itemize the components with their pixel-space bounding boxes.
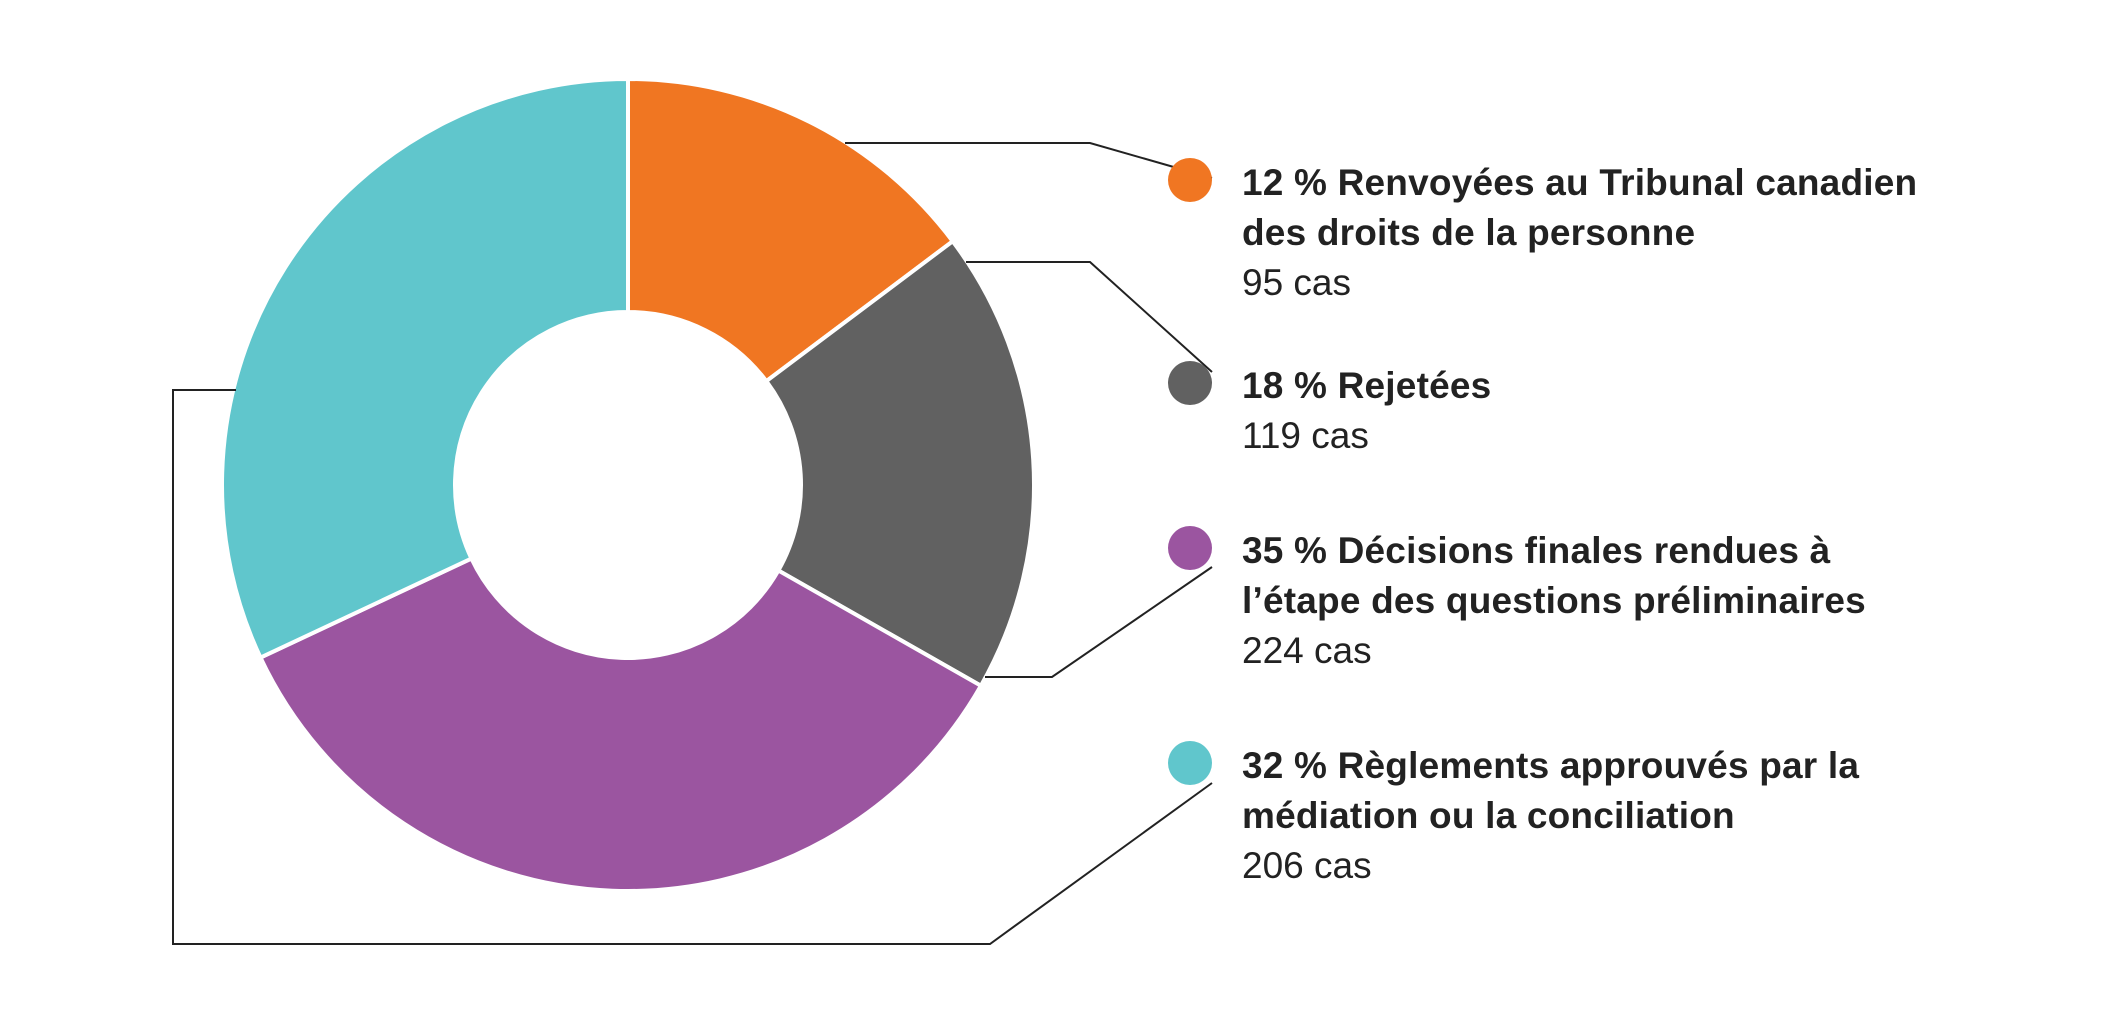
legend-label-settlements: 32 % Règlements approuvés par la médiati… [1242,745,1860,836]
legend-dot-dismissed [1168,361,1212,405]
legend-label-referred: 12 % Renvoyées au Tribunal canadien des … [1242,162,1918,253]
legend-count-settlements: 206 cas [1242,845,1372,886]
donut-slices [220,76,1037,893]
legend-item-referred: 12 % Renvoyées au Tribunal canadien des … [1168,158,2105,308]
legend-dot-referred [1168,158,1212,202]
leader-line-referred [845,142,1213,179]
legend-count-referred: 95 cas [1242,262,1352,303]
legend-item-settlements: 32 % Règlements approuvés par la médiati… [1168,741,2105,891]
legend-dot-final-decisions [1168,526,1212,570]
leader-line-final-decisions [985,566,1213,678]
legend-label-final-decisions: 35 % Décisions finales rendues à l’étape… [1242,530,1866,621]
slice-referred [626,76,956,384]
legend-item-final-decisions: 35 % Décisions finales rendues à l’étape… [1168,526,2105,676]
leader-lines [172,142,1213,945]
slice-dismissed [763,238,1037,689]
legend-dot-settlements [1168,741,1212,785]
legend-label-dismissed: 18 % Rejetées [1242,365,1492,406]
legend-count-dismissed: 119 cas [1242,415,1369,456]
legend-count-final-decisions: 224 cas [1242,630,1372,671]
leader-line-dismissed [966,261,1213,373]
slice-settlements [220,76,630,661]
slice-final-decisions [257,555,984,893]
leader-line-settlements [172,389,1213,945]
legend-item-dismissed: 18 % Rejetées 119 cas [1168,361,2105,461]
